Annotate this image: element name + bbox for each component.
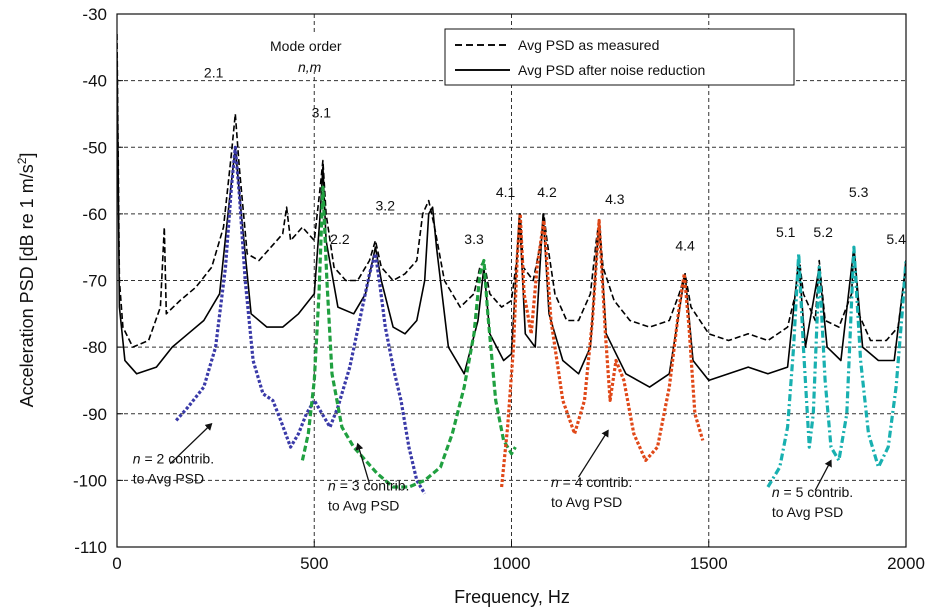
y-tick-label: -40 — [82, 72, 107, 91]
contrib-label-rest: = 2 contrib. — [141, 451, 215, 467]
contrib-label-line1: n = 3 contrib. — [328, 477, 409, 493]
legend-label-noise-reduced: Avg PSD after noise reduction — [518, 62, 705, 78]
annotation-arrow — [355, 442, 371, 484]
mode-order-annotation: Mode order n,m — [262, 32, 357, 75]
x-tick-label: 2000 — [887, 554, 925, 573]
mode-order-backdrop — [262, 32, 357, 72]
annotations-layer: 2.1 3.1 3.2 2.2 3.3 4.1 4.2 4.3 4.4 5.1 5.2 5.3 5.4 n… — [133, 64, 906, 520]
peak-label: 2.1 — [204, 64, 224, 80]
contrib-label-line1: n = 5 contrib. — [772, 484, 853, 500]
contrib-label-n: n — [772, 484, 780, 500]
x-tick-label: 1500 — [690, 554, 728, 573]
mode-order-sub: n,m — [298, 59, 322, 75]
y-tick-label: -110 — [74, 538, 107, 557]
series-layer — [117, 33, 906, 495]
peak-label: 5.3 — [849, 184, 869, 200]
mode-order-label: Mode order — [270, 38, 342, 54]
contrib-label-line2: to Avg PSD — [328, 497, 399, 513]
contrib-label-rest: = 3 contrib. — [336, 477, 410, 493]
y-tick-label: -90 — [82, 405, 107, 424]
y-tick-label: -100 — [73, 471, 107, 490]
contrib-label-rest: = 5 contrib. — [780, 484, 854, 500]
peak-label: 5.1 — [776, 224, 796, 240]
contrib-label-n: n — [551, 474, 559, 490]
y-axis-label-superscript: 2 — [15, 157, 29, 164]
peak-label: 5.2 — [813, 224, 833, 240]
series-line-2 — [117, 53, 906, 388]
y-tick-label: -60 — [82, 205, 107, 224]
y-tick-label: -30 — [82, 5, 107, 24]
contrib-label-line1: n = 2 contrib. — [133, 451, 214, 467]
peak-label: 3.1 — [312, 104, 332, 120]
annotation-arrow — [169, 423, 213, 465]
y-tick-label: -50 — [82, 138, 107, 157]
series-line-1 — [117, 33, 906, 348]
legend: Avg PSD as measured Avg PSD after noise … — [444, 28, 795, 86]
peak-label: 4.2 — [537, 184, 557, 200]
contrib-label-line2: to Avg PSD — [772, 504, 843, 520]
legend-box — [444, 28, 795, 86]
peak-label: 3.2 — [376, 198, 396, 214]
contrib-label-n: n — [133, 451, 141, 467]
contrib-label-line2: to Avg PSD — [133, 471, 204, 487]
x-tick-label: 0 — [112, 554, 121, 573]
peak-label: 5.4 — [886, 231, 906, 247]
peak-label: 4.1 — [496, 184, 516, 200]
series-line-3 — [175, 145, 427, 495]
series-line-4 — [300, 185, 517, 489]
annotation-arrow — [578, 429, 609, 478]
y-axis-label-end: ] — [17, 153, 37, 158]
contrib-label-line1: n = 4 contrib. — [551, 474, 632, 490]
series-line-6 — [766, 245, 906, 488]
annotation-arrow — [814, 459, 832, 491]
x-tick-label: 1000 — [493, 554, 531, 573]
x-axis-label: Frequency, Hz — [454, 587, 570, 607]
legend-label-measured: Avg PSD as measured — [518, 37, 659, 53]
y-tick-label: -70 — [82, 272, 107, 291]
contrib-label-rest: = 4 contrib. — [559, 474, 633, 490]
contrib-label-n: n — [328, 477, 336, 493]
peak-label: 2.2 — [330, 231, 350, 247]
y-axis-label-main: Acceleration PSD [dB re 1 m/s — [17, 164, 37, 407]
contrib-label-line2: to Avg PSD — [551, 494, 622, 510]
x-tick-label: 500 — [300, 554, 328, 573]
y-axis-label: Acceleration PSD [dB re 1 m/s2] — [15, 153, 37, 408]
peak-label: 4.3 — [605, 191, 625, 207]
peak-label: 3.3 — [464, 231, 484, 247]
axis-ticks: -110 -100 -90 -80 -70 -60 -50 -40 -30 0 500 1000 150… — [73, 5, 925, 573]
y-tick-label: -80 — [82, 338, 107, 357]
peak-label: 4.4 — [675, 238, 695, 254]
